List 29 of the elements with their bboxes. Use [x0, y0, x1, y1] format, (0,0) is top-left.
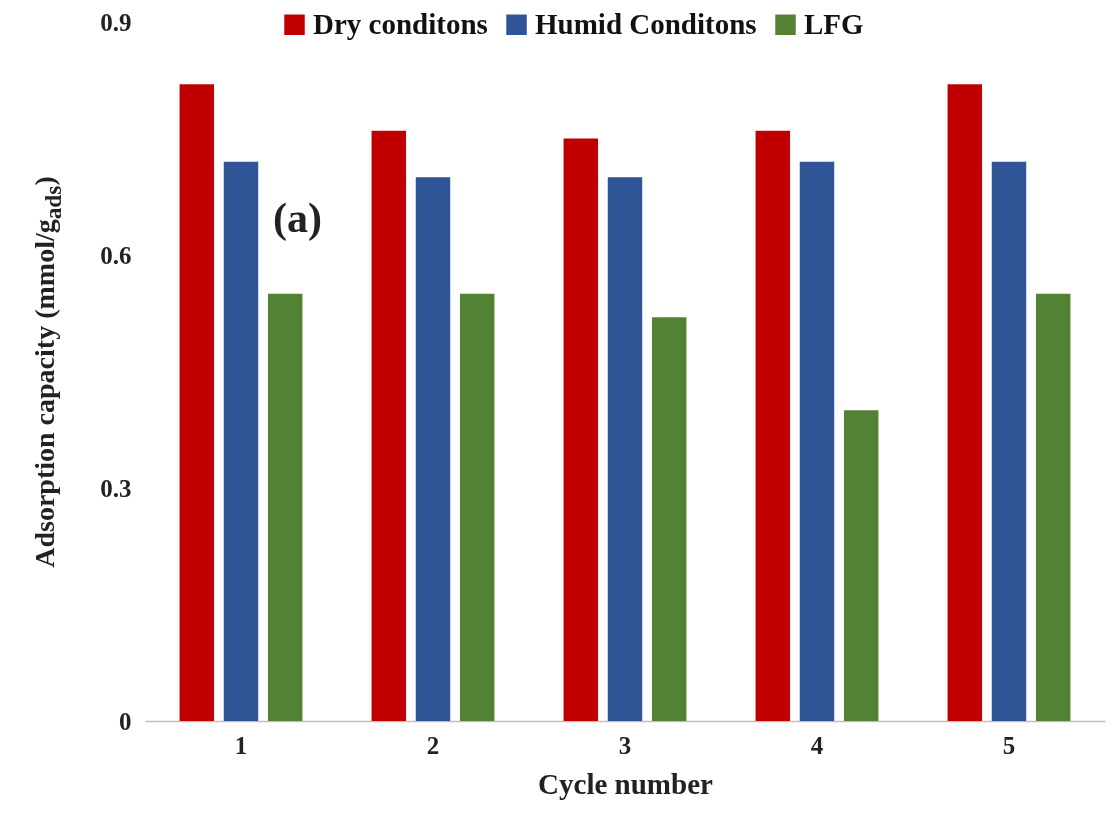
bar [223, 161, 259, 721]
bar [843, 410, 879, 721]
bar [267, 293, 303, 721]
legend-label: LFG [804, 7, 864, 40]
bar [1035, 293, 1071, 721]
bar [755, 130, 791, 721]
bar [563, 138, 599, 721]
bar [799, 161, 835, 721]
bar [991, 161, 1027, 721]
y-tick-label: 0.6 [100, 241, 132, 269]
bar [179, 84, 215, 721]
x-tick-label: 4 [810, 731, 824, 759]
bar [947, 84, 983, 721]
x-tick-label: 2 [426, 731, 440, 759]
x-tick-label: 5 [1002, 731, 1016, 759]
bar [459, 293, 495, 721]
y-tick-label: 0 [119, 707, 132, 735]
bar [651, 317, 687, 721]
y-tick-label: 0.9 [100, 8, 132, 36]
bar [371, 130, 407, 721]
y-tick-label: 0.3 [100, 474, 132, 502]
bar [415, 177, 451, 721]
bar [607, 177, 643, 721]
x-tick-label: 1 [234, 731, 248, 759]
legend-label: Humid Conditons [535, 7, 757, 40]
annotation: (a) [273, 195, 322, 242]
legend-label: Dry conditons [313, 7, 488, 40]
x-axis-title: Cycle number [538, 767, 714, 800]
x-tick-label: 3 [618, 731, 632, 759]
